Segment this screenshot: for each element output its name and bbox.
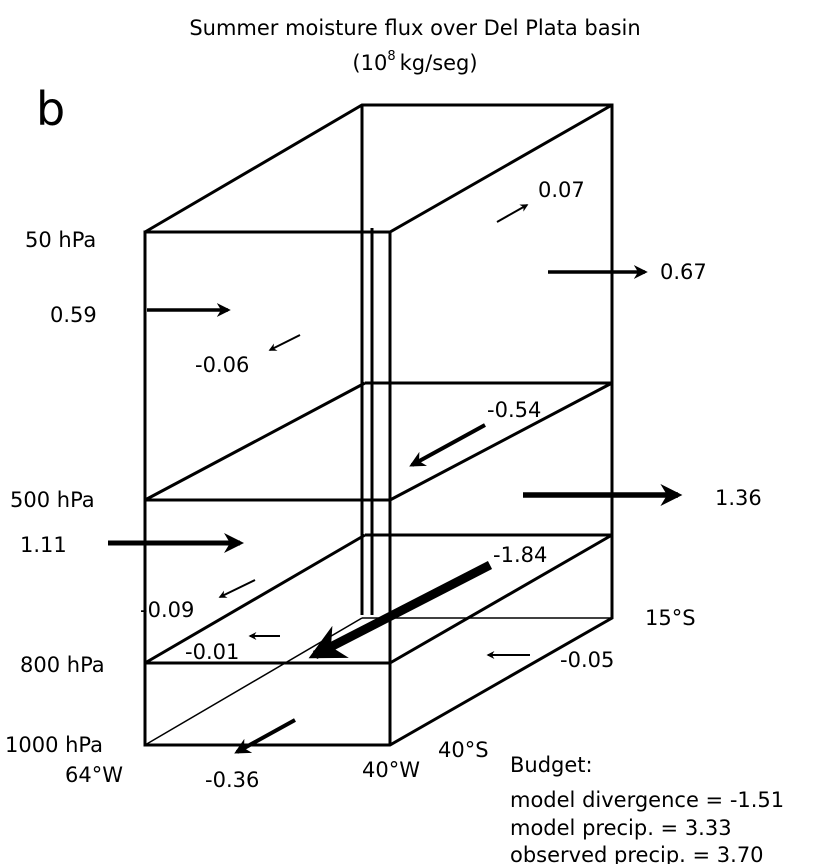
flux-label: -1.84 [493,543,547,567]
flux-label: 0.59 [50,303,97,327]
budget-title: Budget: [510,753,593,777]
longitude-label: 40°W [362,758,420,782]
flux-label: 0.67 [660,260,707,284]
level-label: 500 hPa [10,488,95,512]
flux-label: -0.36 [205,768,259,792]
flux-label: -0.05 [560,648,614,672]
units-prefix: (10 [352,51,387,75]
flux-label: -0.54 [487,398,541,422]
latitude-label: 15°S [645,606,696,630]
flux-arrow [218,579,256,598]
level-label: 800 hPa [20,653,105,677]
flux-label: -0.06 [195,353,249,377]
units-suffix: kg/seg) [400,51,478,75]
units: (108 kg/seg) [352,49,477,75]
flux-labels: 0.07 0.67 0.59 -0.06 -0.54 1.36 1.11 -1.84 -0.09… [20,178,762,792]
box [143,103,614,747]
flux-arrow [308,560,493,660]
budget-line: observed precip. = 3.70 [510,843,764,864]
flux-label: 0.07 [538,178,585,202]
level-label: 1000 hPa [5,733,103,757]
flux-label: 1.11 [20,533,67,557]
level-label: 50 hPa [25,228,96,252]
flux-arrow [234,718,296,754]
flux-arrow [268,334,301,351]
longitude-label: 64°W [65,763,123,787]
flux-arrow [496,204,529,223]
flux-label: -0.01 [185,640,239,664]
arrows [108,204,683,754]
units-exponent: 8 [387,49,395,64]
latitude-label: 40°S [438,738,489,762]
title: Summer moisture flux over Del Plata basi… [189,16,640,40]
flux-label: -0.09 [140,598,194,622]
budget-line: model divergence = -1.51 [510,788,784,812]
flux-arrow [409,423,486,467]
flux-label: 1.36 [715,486,762,510]
budget-line: model precip. = 3.33 [510,816,732,840]
panel-label: b [36,82,65,136]
